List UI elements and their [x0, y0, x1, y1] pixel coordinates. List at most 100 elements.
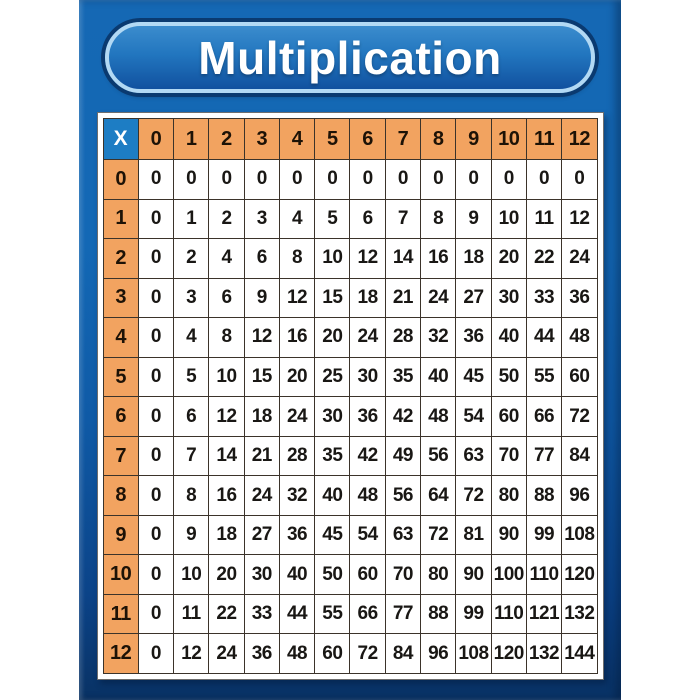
product-cell: 24	[349, 317, 386, 358]
product-cell: 72	[420, 514, 457, 556]
header-row: X 0 1 2 3 4 5 6 7 8 9 10 11 12	[102, 117, 598, 161]
product-cell: 42	[349, 435, 386, 477]
product-cell: 100	[490, 554, 527, 595]
product-cell: 48	[349, 475, 386, 516]
product-cell: 120	[561, 554, 598, 595]
row-header-cell: 7	[102, 435, 139, 477]
column-header-cell: 5	[314, 117, 351, 161]
product-cell: 25	[314, 356, 351, 398]
product-cell: 7	[173, 435, 210, 477]
product-cell: 48	[561, 317, 598, 358]
product-cell: 72	[561, 396, 598, 437]
product-cell: 88	[525, 475, 563, 516]
product-cell: 0	[137, 317, 175, 358]
product-cell: 0	[137, 159, 175, 200]
product-cell: 22	[525, 238, 563, 279]
row-header-cell: 8	[102, 475, 139, 516]
row-header-cell: 1	[102, 198, 139, 240]
multiplication-poster: Multiplication X 0 1 2 3 4 5 6 7 8 9 10 11 12 0 0 0 0 0 0 0 0…	[79, 0, 621, 700]
product-cell: 77	[525, 435, 563, 477]
product-cell: 2	[173, 238, 210, 279]
product-cell: 120	[490, 633, 527, 674]
product-cell: 18	[349, 277, 386, 319]
product-cell: 24	[243, 475, 280, 516]
product-cell: 8	[420, 198, 457, 240]
product-cell: 30	[314, 396, 351, 437]
row-header-cell: 4	[102, 317, 139, 358]
product-cell: 27	[455, 277, 492, 319]
column-header-cell: 0	[137, 117, 175, 161]
product-cell: 15	[314, 277, 351, 319]
product-cell: 0	[137, 277, 175, 319]
product-cell: 70	[490, 435, 527, 477]
product-cell: 24	[278, 396, 316, 437]
product-cell: 6	[208, 277, 245, 319]
product-cell: 99	[455, 593, 492, 635]
product-cell: 11	[525, 198, 563, 240]
column-header-cell: 2	[208, 117, 245, 161]
product-cell: 4	[208, 238, 245, 279]
column-header-cell: 10	[490, 117, 527, 161]
row-header-cell: 0	[102, 159, 139, 200]
product-cell: 5	[314, 198, 351, 240]
row-header-cell: 12	[102, 633, 139, 674]
product-cell: 63	[384, 514, 422, 556]
product-cell: 30	[349, 356, 386, 398]
product-cell: 60	[561, 356, 598, 398]
product-cell: 0	[137, 554, 175, 595]
column-header-cell: 1	[173, 117, 210, 161]
product-cell: 96	[561, 475, 598, 516]
product-cell: 132	[525, 633, 563, 674]
product-cell: 0	[278, 159, 316, 200]
product-cell: 14	[384, 238, 422, 279]
product-cell: 0	[173, 159, 210, 200]
column-header-cell: 12	[561, 117, 598, 161]
column-header-cell: 4	[278, 117, 316, 161]
product-cell: 12	[173, 633, 210, 674]
product-cell: 96	[420, 633, 457, 674]
product-cell: 49	[384, 435, 422, 477]
product-cell: 35	[384, 356, 422, 398]
product-cell: 12	[243, 317, 280, 358]
product-cell: 66	[349, 593, 386, 635]
product-cell: 144	[561, 633, 598, 674]
product-cell: 48	[420, 396, 457, 437]
product-cell: 0	[420, 159, 457, 200]
product-cell: 24	[420, 277, 457, 319]
product-cell: 63	[455, 435, 492, 477]
table-row: 7 0 7 14 21 28 35 42 49 56 63 70 77 84	[102, 435, 598, 477]
product-cell: 44	[278, 593, 316, 635]
product-cell: 0	[137, 356, 175, 398]
product-cell: 16	[278, 317, 316, 358]
product-cell: 77	[384, 593, 422, 635]
product-cell: 4	[173, 317, 210, 358]
product-cell: 54	[349, 514, 386, 556]
product-cell: 16	[208, 475, 245, 516]
product-cell: 33	[525, 277, 563, 319]
product-cell: 60	[314, 633, 351, 674]
row-header-cell: 9	[102, 514, 139, 556]
product-cell: 30	[490, 277, 527, 319]
product-cell: 36	[243, 633, 280, 674]
table-row: 10 0 10 20 30 40 50 60 70 80 90 100 110 120	[102, 554, 598, 595]
product-cell: 108	[561, 514, 598, 556]
product-cell: 14	[208, 435, 245, 477]
product-cell: 32	[420, 317, 457, 358]
product-cell: 21	[384, 277, 422, 319]
row-header-cell: 2	[102, 238, 139, 279]
multiplication-table: X 0 1 2 3 4 5 6 7 8 9 10 11 12 0 0 0 0 0 0 0 0 0 0 0 0 0 0 1 0 1 2 3 4 5 6 7…	[102, 117, 598, 674]
product-cell: 55	[525, 356, 563, 398]
product-cell: 0	[137, 633, 175, 674]
product-cell: 22	[208, 593, 245, 635]
product-cell: 3	[173, 277, 210, 319]
product-cell: 24	[208, 633, 245, 674]
product-cell: 20	[314, 317, 351, 358]
product-cell: 72	[349, 633, 386, 674]
product-cell: 50	[490, 356, 527, 398]
row-header-cell: 10	[102, 554, 139, 595]
product-cell: 18	[243, 396, 280, 437]
product-cell: 60	[349, 554, 386, 595]
table-row: 12 0 12 24 36 48 60 72 84 96 108 120 132 144	[102, 633, 598, 674]
product-cell: 11	[173, 593, 210, 635]
product-cell: 0	[243, 159, 280, 200]
